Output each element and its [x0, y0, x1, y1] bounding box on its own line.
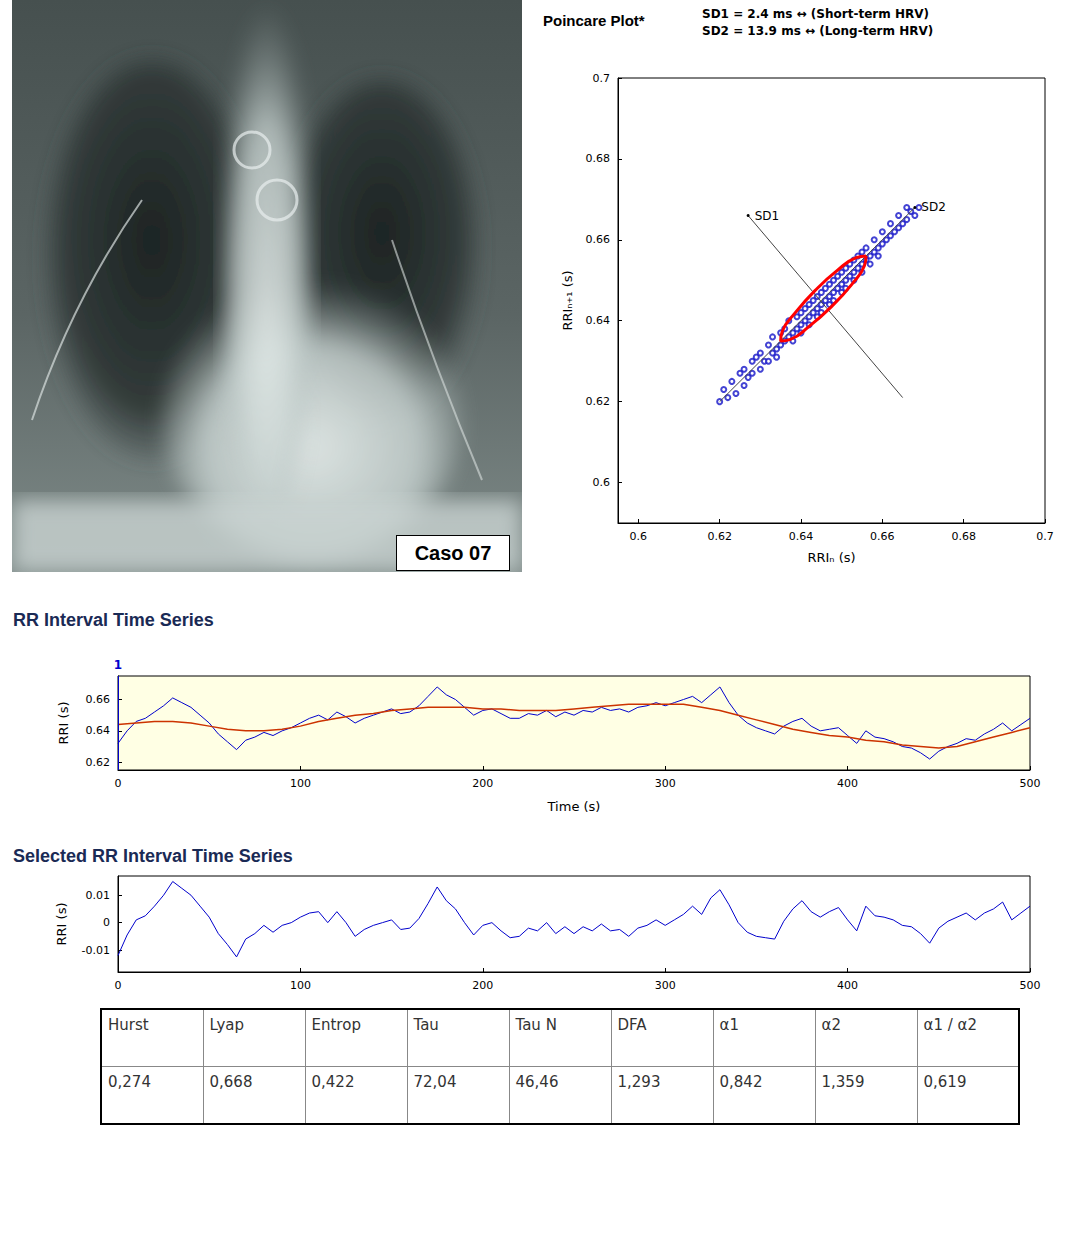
- svg-text:0.62: 0.62: [86, 756, 111, 769]
- svg-text:0.64: 0.64: [789, 530, 814, 543]
- svg-text:300: 300: [655, 777, 676, 790]
- svg-text:0.64: 0.64: [86, 724, 111, 737]
- svg-text:400: 400: [837, 979, 858, 992]
- svg-text:0.68: 0.68: [951, 530, 976, 543]
- svg-text:0.62: 0.62: [707, 530, 732, 543]
- svg-text:SD2 = 13.9 ms ↔ (Long-term HRV: SD2 = 13.9 ms ↔ (Long-term HRV): [702, 24, 933, 38]
- svg-text:200: 200: [472, 979, 493, 992]
- html-text:1,359: 1,359: [821, 1073, 865, 1091]
- svg-text:0.64: 0.64: [586, 314, 611, 327]
- svg-text:RRIₙ₊₁ (s): RRIₙ₊₁ (s): [560, 270, 575, 330]
- svg-text:200: 200: [472, 777, 493, 790]
- html-text:DFA: DFA: [617, 1016, 647, 1034]
- html-text:Entrop: Entrop: [311, 1016, 361, 1034]
- svg-text:RRI (s): RRI (s): [56, 702, 71, 745]
- html-text:1,293: 1,293: [617, 1073, 661, 1091]
- html-text:Tau N: Tau N: [515, 1016, 557, 1034]
- svg-text:Time (s): Time (s): [547, 799, 601, 814]
- svg-text:300: 300: [655, 979, 676, 992]
- html-text:0,274: 0,274: [108, 1073, 151, 1091]
- html-text:0,422: 0,422: [311, 1073, 355, 1091]
- html-text:72,04: 72,04: [413, 1073, 457, 1091]
- svg-text:0.6: 0.6: [593, 476, 611, 489]
- html-text:α1: α1: [719, 1016, 739, 1034]
- svg-text:1: 1: [114, 658, 122, 672]
- html-text:0,668: 0,668: [209, 1073, 253, 1091]
- svg-text:SD1: SD1: [755, 209, 780, 223]
- html-text:Hurst: Hurst: [108, 1016, 149, 1034]
- html-text:α2: α2: [821, 1016, 841, 1034]
- svg-text:400: 400: [837, 777, 858, 790]
- svg-text:0: 0: [115, 777, 122, 790]
- svg-text:0.66: 0.66: [586, 233, 611, 246]
- svg-text:0: 0: [115, 979, 122, 992]
- svg-text:500: 500: [1020, 777, 1041, 790]
- svg-text:0.01: 0.01: [86, 889, 111, 902]
- svg-text:100: 100: [290, 777, 311, 790]
- svg-text:0: 0: [103, 916, 110, 929]
- svg-text:500: 500: [1020, 979, 1041, 992]
- html-text:Tau: Tau: [413, 1016, 439, 1034]
- svg-text:0.62: 0.62: [586, 395, 611, 408]
- svg-text:RRI (s): RRI (s): [54, 903, 69, 946]
- html-text:0,619: 0,619: [923, 1073, 967, 1091]
- svg-text:Poincare Plot*: Poincare Plot*: [543, 12, 645, 29]
- svg-text:0.66: 0.66: [86, 693, 111, 706]
- html-text:Lyap: Lyap: [209, 1016, 245, 1034]
- svg-text:0.66: 0.66: [870, 530, 895, 543]
- svg-text:-0.01: -0.01: [82, 944, 110, 957]
- html-text:Caso 07: Caso 07: [414, 541, 492, 564]
- html-text:α1 / α2: α1 / α2: [923, 1016, 977, 1034]
- html-text:0,842: 0,842: [719, 1073, 763, 1091]
- svg-text:0.7: 0.7: [1036, 530, 1054, 543]
- svg-text:Selected RR Interval Time Seri: Selected RR Interval Time Series: [13, 846, 293, 866]
- svg-text:0.6: 0.6: [630, 530, 648, 543]
- svg-text:SD2: SD2: [921, 200, 946, 214]
- svg-text:RRIₙ (s): RRIₙ (s): [807, 550, 855, 565]
- svg-text:100: 100: [290, 979, 311, 992]
- html-text:46,46: 46,46: [515, 1073, 559, 1091]
- svg-text:RR Interval Time Series: RR Interval Time Series: [13, 610, 214, 630]
- svg-text:SD1 = 2.4 ms ↔ (Short-term HRV: SD1 = 2.4 ms ↔ (Short-term HRV): [702, 7, 929, 21]
- svg-text:0.7: 0.7: [593, 72, 611, 85]
- svg-text:0.68: 0.68: [586, 152, 611, 165]
